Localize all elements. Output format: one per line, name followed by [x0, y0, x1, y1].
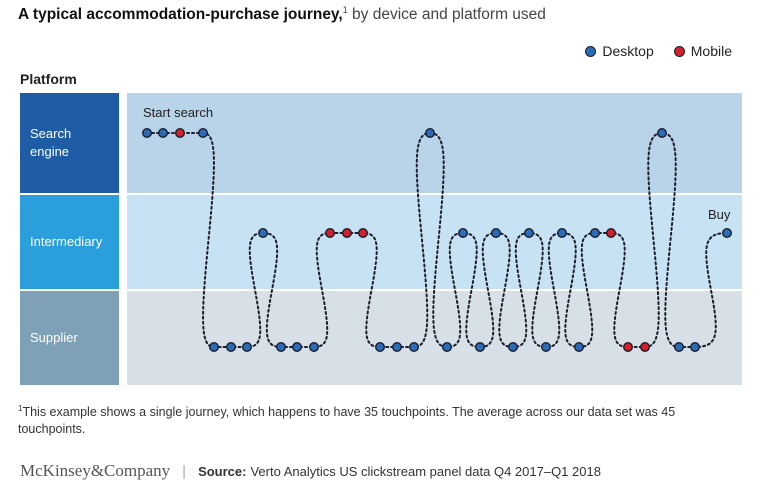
touchpoint-28-desktop — [590, 227, 601, 238]
touchpoint-34-desktop — [690, 342, 701, 353]
touchpoint-18-desktop — [425, 127, 436, 138]
touchpoint-27-desktop — [574, 342, 585, 353]
row-label-line: Search — [30, 126, 72, 142]
touchpoint-19-desktop — [442, 342, 453, 353]
touchpoint-30-mobile — [623, 342, 634, 353]
source-label: Source: — [198, 463, 247, 479]
touchpoint-15-desktop — [375, 342, 386, 353]
touchpoint-8-desktop — [258, 227, 269, 238]
touchpoint-7-desktop — [241, 342, 252, 353]
legend-mobile-label: Mobile — [690, 43, 732, 59]
touchpoint-32-desktop — [657, 127, 668, 138]
touchpoint-12-mobile — [325, 227, 336, 238]
touchpoint-26-desktop — [557, 227, 568, 238]
legend-mobile-dot — [673, 45, 685, 57]
buy-label: Buy — [708, 207, 731, 222]
start-search-label: Start search — [143, 105, 214, 120]
touchpoint-9-desktop — [276, 342, 287, 353]
legend-desktop-label: Desktop — [602, 43, 654, 59]
row-label-line: Supplier — [30, 330, 78, 346]
touchpoint-13-mobile — [342, 227, 353, 238]
footnote-text: This example shows a single journey, whi… — [18, 405, 676, 437]
touchpoint-21-desktop — [475, 342, 486, 353]
touchpoint-11-desktop — [309, 342, 320, 353]
legend-desktop-dot — [585, 45, 597, 57]
touchpoint-5-desktop — [208, 342, 219, 353]
row-label-search-engine: Search engine — [20, 93, 119, 193]
source-text: Verto Analytics US clickstream panel dat… — [250, 463, 601, 479]
touchpoint-22-desktop — [491, 227, 502, 238]
touchpoint-33-desktop — [674, 342, 685, 353]
touchpoint-24-desktop — [524, 227, 535, 238]
footer-divider: | — [182, 462, 187, 480]
title-main: A typical accommodation-purchase journey… — [18, 6, 343, 24]
touchpoint-31-mobile — [640, 342, 651, 353]
footer: McKinsey&Company | Source: Verto Analyti… — [20, 461, 601, 481]
chart-title: A typical accommodation-purchase journey… — [18, 5, 546, 24]
touchpoint-1-desktop — [141, 127, 152, 138]
touchpoint-25-desktop — [541, 342, 552, 353]
platform-label: Platform — [20, 71, 77, 87]
row-label-intermediary: Intermediary — [20, 195, 119, 289]
row-band-supplier — [127, 291, 742, 385]
touchpoint-10-desktop — [292, 342, 303, 353]
touchpoint-29-mobile — [606, 227, 617, 238]
row-label-line: engine — [30, 144, 70, 159]
title-subtitle: by device and platform used — [352, 6, 546, 24]
journey-path — [146, 131, 728, 349]
touchpoint-23-desktop — [508, 342, 519, 353]
touchpoint-35-desktop — [722, 227, 733, 238]
touchpoint-3-mobile — [174, 127, 185, 138]
touchpoint-17-desktop — [409, 342, 420, 353]
touchpoint-6-desktop — [225, 342, 236, 353]
touchpoint-20-desktop — [458, 227, 469, 238]
touchpoint-4-desktop — [197, 127, 208, 138]
touchpoint-14-mobile — [358, 227, 369, 238]
row-label-line: Intermediary — [30, 234, 103, 250]
footnote: 1This example shows a single journey, wh… — [18, 404, 738, 438]
touchpoint-2-desktop — [157, 127, 168, 138]
row-label-supplier: Supplier — [20, 291, 119, 385]
mckinsey-logo: McKinsey&Company — [20, 461, 171, 480]
row-band-search-engine — [127, 93, 742, 193]
touchpoint-16-desktop — [392, 342, 403, 353]
footnote-marker: 1 — [18, 404, 23, 413]
legend: Desktop Mobile — [585, 43, 732, 59]
title-footnote-marker: 1 — [342, 5, 348, 15]
